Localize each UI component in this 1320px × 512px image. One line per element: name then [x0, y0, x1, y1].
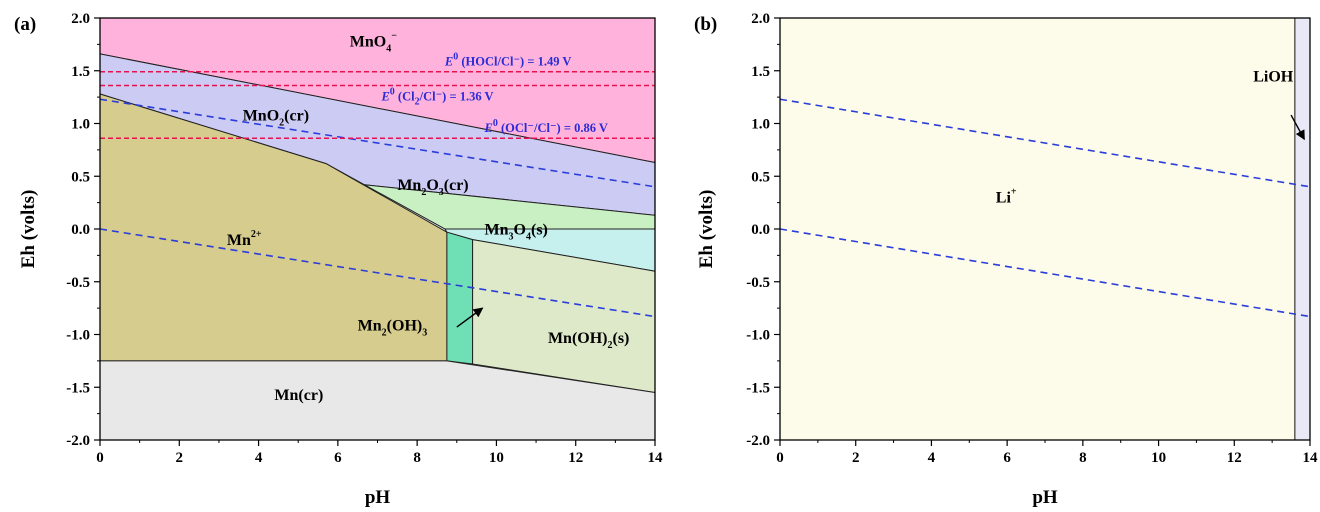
panel-a: E0 (HOCl/Cl⁻) = 1.49 V E0 (Cl2/Cl⁻) = 1.3…: [14, 11, 663, 508]
region-mn2-oh-3: [446, 231, 474, 365]
y-tick-label: 1.0: [71, 117, 90, 133]
region-label-mn-cr-: Mn(cr): [274, 387, 323, 404]
x-tick-label: 2: [176, 450, 184, 466]
region-label-li-: Li+: [996, 187, 1017, 207]
y-tick-label: -2.0: [66, 433, 90, 449]
y-tick-label: 0.5: [71, 169, 90, 185]
region-label-mn2-: Mn2+: [227, 229, 262, 249]
region-label-mn3o4-s-: Mn3O4(s): [485, 221, 548, 242]
reference-label-2: E0 (Cl2/Cl⁻) = 1.36 V: [380, 86, 493, 107]
region-li-: [779, 17, 1296, 441]
x-tick-label: 8: [413, 450, 421, 466]
y-tick-label: 1.5: [71, 64, 90, 80]
region-lioh: [1294, 17, 1311, 441]
pointer-arrow: [456, 307, 484, 328]
water-stability-line-1: [779, 98, 1311, 188]
x-tick-label: 0: [96, 450, 104, 466]
x-tick-label: 14: [648, 450, 664, 466]
panel-label: (a): [14, 14, 36, 35]
x-tick-label: 8: [1079, 450, 1087, 466]
y-axis-label: Eh (volts): [18, 190, 39, 269]
y-tick-label: 0.5: [751, 169, 770, 185]
y-tick-label: -0.5: [66, 275, 90, 291]
region-label-lioh: LiOH: [1253, 68, 1294, 85]
reference-label-3: E0 (OCl⁻/Cl⁻) = 0.86 V: [484, 118, 608, 135]
y-tick-label: -1.5: [746, 380, 770, 396]
water-stability-line-2: [779, 228, 1311, 318]
reference-label-1: E0 (HOCl/Cl⁻) = 1.49 V: [444, 51, 571, 68]
y-tick-label: -1.0: [746, 328, 770, 344]
y-axis-label: Eh (volts): [696, 190, 717, 269]
x-tick-label: 10: [489, 450, 504, 466]
x-tick-label: 6: [1003, 450, 1011, 466]
panel-b: Li+ LiOH 0 2 4 6 8 10 12 14 2.0 1.5 1.0 0.5 0.0 -0.5 -1.…: [694, 11, 1318, 508]
water-stability-line-1: [99, 98, 656, 188]
water-stability-line-2: [99, 228, 656, 318]
x-tick-label: 12: [568, 450, 583, 466]
y-tick-label: 2.0: [71, 11, 90, 27]
y-tick-label: -2.0: [746, 433, 770, 449]
y-tick-label: 2.0: [751, 11, 770, 27]
x-tick-label: 4: [928, 450, 936, 466]
x-tick-label: 14: [1303, 450, 1319, 466]
x-tick-label: 4: [255, 450, 263, 466]
x-tick-label: 0: [776, 450, 784, 466]
y-tick-label: 0.0: [71, 222, 90, 238]
y-tick-label: -1.5: [66, 380, 90, 396]
region-label-mno2-cr-: MnO2(cr): [243, 107, 309, 128]
y-tick-label: 1.5: [751, 64, 770, 80]
region-label-mn-oh-2-s-: Mn(OH)2(s): [548, 330, 629, 351]
panel-label: (b): [694, 14, 717, 35]
x-tick-label: 2: [852, 450, 860, 466]
region-label-mn2o3-cr-: Mn2O3(cr): [397, 177, 468, 198]
y-tick-label: 0.0: [751, 222, 770, 238]
y-tick-label: -1.0: [66, 328, 90, 344]
x-tick-label: 10: [1151, 450, 1166, 466]
pointer-arrow: [1290, 114, 1305, 141]
x-tick-label: 6: [334, 450, 342, 466]
region-label-mno4-: MnO4−: [350, 30, 397, 54]
region-label-mn2-oh-3: Mn2(OH)3: [358, 317, 428, 338]
y-tick-label: -0.5: [746, 275, 770, 291]
x-tick-label: 12: [1227, 450, 1242, 466]
x-axis-label: pH: [1032, 487, 1058, 508]
x-axis-label: pH: [365, 487, 391, 508]
y-tick-label: 1.0: [751, 117, 770, 133]
